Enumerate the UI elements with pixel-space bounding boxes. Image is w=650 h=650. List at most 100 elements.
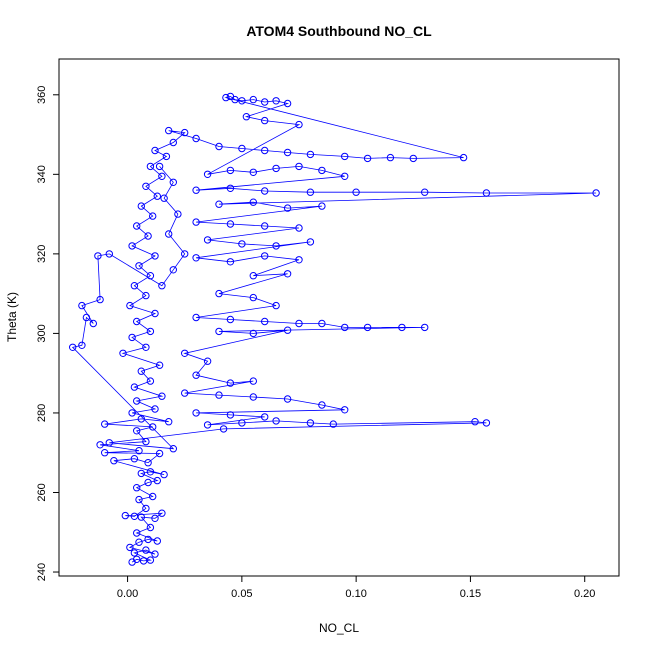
- data-point: [153, 537, 162, 545]
- data-point: [181, 250, 189, 258]
- data-point: [153, 192, 162, 200]
- data-point: [158, 392, 166, 400]
- data-point: [318, 401, 326, 409]
- data-point: [158, 282, 166, 290]
- data-point: [249, 377, 258, 385]
- data-point: [133, 397, 141, 405]
- data-point: [238, 97, 246, 105]
- data-point: [318, 166, 326, 175]
- data-point: [146, 377, 155, 385]
- data-point: [142, 546, 150, 554]
- data-point: [121, 511, 130, 520]
- data-point: [295, 319, 303, 328]
- data-point: [231, 95, 239, 104]
- data-point: [226, 411, 235, 419]
- data-point: [329, 420, 337, 428]
- data-point: [133, 484, 141, 492]
- data-point: [181, 128, 189, 137]
- data-point: [146, 162, 155, 171]
- data-point: [155, 162, 164, 171]
- data-point: [192, 254, 200, 262]
- data-point: [149, 492, 157, 501]
- data-point: [137, 202, 146, 210]
- chart-title: ATOM4 Southbound NO_CL: [246, 23, 432, 39]
- data-point: [174, 210, 182, 218]
- data-point: [249, 329, 258, 338]
- y-axis: 240 260 280 300 320 340 360: [36, 86, 59, 581]
- data-point: [165, 126, 173, 135]
- data-point: [144, 535, 152, 544]
- data-point: [192, 409, 200, 417]
- data-point: [341, 323, 349, 332]
- x-tick-label: 0.10: [345, 588, 366, 600]
- data-point: [238, 240, 246, 248]
- data-point: [142, 291, 150, 300]
- data-point: [142, 343, 150, 351]
- x-axis: 0.00 0.05 0.10 0.15 0.20: [117, 576, 595, 600]
- data-point: [128, 409, 136, 417]
- data-point: [283, 204, 292, 212]
- data-point: [160, 194, 168, 202]
- data-point: [135, 495, 143, 504]
- data-point: [249, 272, 258, 280]
- data-point: [192, 371, 200, 379]
- data-point: [146, 556, 155, 564]
- data-point: [192, 186, 200, 194]
- data-point: [162, 152, 171, 161]
- data-point: [151, 309, 159, 318]
- data-point: [226, 184, 235, 193]
- data-point: [215, 200, 223, 208]
- x-tick-label: 0.20: [574, 588, 595, 600]
- data-point: [261, 222, 269, 230]
- data-point: [283, 395, 292, 403]
- y-tick-label: 360: [36, 86, 48, 104]
- data-point: [155, 449, 164, 458]
- y-tick-label: 260: [36, 483, 48, 501]
- data-point: [192, 313, 200, 322]
- data-point: [126, 301, 134, 310]
- data-point: [242, 113, 251, 121]
- data-point: [215, 391, 223, 399]
- data-point: [158, 172, 166, 181]
- data-point: [222, 93, 230, 102]
- data-point: [137, 469, 146, 478]
- data-point: [151, 550, 159, 558]
- y-tick-label: 240: [36, 563, 48, 581]
- data-point: [119, 349, 127, 357]
- data-point: [149, 212, 157, 220]
- data-point: [151, 514, 159, 522]
- data-point: [78, 301, 86, 310]
- data-point: [169, 138, 178, 147]
- data-point: [471, 418, 479, 426]
- data-point: [226, 166, 235, 175]
- data-point: [89, 319, 98, 328]
- data-point: [283, 148, 292, 157]
- data-point: [158, 509, 166, 517]
- data-point: [261, 413, 269, 421]
- data-point: [101, 449, 109, 457]
- data-point: [306, 419, 315, 427]
- data-point: [363, 154, 372, 163]
- y-tick-label: 320: [36, 245, 48, 263]
- data-point: [130, 549, 139, 557]
- data-point: [261, 317, 269, 326]
- data-point: [203, 357, 212, 365]
- data-point: [105, 439, 114, 447]
- data-point: [295, 224, 303, 232]
- data-point: [398, 323, 406, 332]
- data-point: [149, 423, 157, 431]
- data-point: [133, 222, 141, 230]
- x-tick-label: 0.05: [231, 588, 252, 600]
- data-point: [192, 134, 200, 143]
- data-point: [69, 343, 77, 351]
- data-point: [283, 270, 292, 278]
- data-point: [215, 327, 223, 336]
- data-point: [181, 349, 189, 357]
- data-point: [283, 99, 292, 108]
- data-point: [137, 415, 146, 423]
- x-tick-label: 0.15: [460, 588, 481, 600]
- data-point: [160, 470, 168, 479]
- data-point: [409, 154, 417, 163]
- data-point: [272, 164, 280, 173]
- data-point: [341, 152, 349, 161]
